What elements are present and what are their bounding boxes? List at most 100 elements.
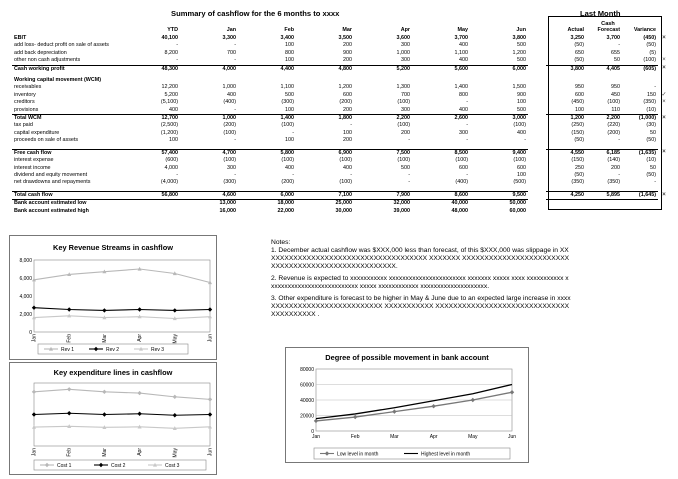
y-tick-label: 0 (311, 429, 314, 435)
cell-value: (1,200) (160, 129, 178, 136)
cell-value: 1,200 (338, 84, 353, 91)
cell-value: 56,800 (134, 190, 180, 201)
lm-cell-value: (100) (607, 99, 620, 106)
cell-value: 800 (459, 91, 468, 98)
cell-value (412, 77, 470, 84)
lm-col-header-variance: Variance (633, 27, 656, 34)
table-row: add back depreciation 8,200 700 800 900 1,000… (12, 50, 670, 57)
data-point (172, 394, 177, 400)
lm-cell-value (546, 200, 586, 208)
lm-cell-value: (1,000) (622, 114, 658, 123)
legend-label: Rev 1 (61, 347, 74, 353)
cell-value: 1,100 (280, 84, 295, 91)
x-tick-label: Mar (390, 434, 399, 440)
cell-value (354, 77, 412, 84)
cell-value: 100 (517, 171, 526, 178)
cell-value: (200) (223, 122, 236, 129)
col-header: Mar (342, 27, 352, 34)
cell-value: 5,200 (164, 91, 179, 98)
cell-value: 1,400 (238, 114, 296, 123)
cell-value: 200 (343, 57, 352, 64)
cell-value: 5,200 (354, 64, 412, 74)
cell-value: 1,000 (180, 114, 238, 123)
cell-value: 4,700 (180, 148, 238, 158)
legend-label: Rev 2 (106, 347, 119, 353)
cell-value: (100) (397, 157, 410, 164)
row-label: Cash working profit (12, 64, 134, 74)
data-point (208, 424, 212, 429)
y-tick-label: 20000 (300, 413, 314, 419)
cell-value: 400 (285, 164, 294, 171)
lm-col-header-actual: Actual (567, 27, 584, 34)
status-mark (658, 179, 670, 186)
revenue-chart: Key Revenue Streams in cashflow 0 2,000 4,… (19, 243, 214, 355)
cell-value: 500 (517, 42, 526, 49)
spacer (528, 137, 546, 144)
series-line (33, 315, 211, 320)
data-point (32, 424, 36, 429)
data-point (32, 277, 36, 282)
lm-cell-value: - (654, 84, 656, 91)
cell-value: 7,100 (296, 190, 354, 201)
data-point (172, 426, 177, 430)
lm-cell-value: 600 (575, 91, 584, 98)
legend-label: Cost 1 (57, 463, 72, 469)
data-point (102, 315, 107, 320)
cell-value: (100) (281, 122, 294, 129)
cell-value: 1,400 (454, 84, 469, 91)
cell-value: 8,600 (412, 190, 470, 201)
status-mark (658, 122, 670, 129)
row-label: Working capital movement (WCM) (14, 77, 102, 84)
chart-title: Key expenditure lines in cashflow (54, 368, 173, 377)
spacer (528, 84, 546, 91)
cell-value: 16,000 (219, 207, 237, 214)
data-point (353, 414, 358, 420)
table-row: interest income 4,000 300 400 400 500 600 600 25… (12, 165, 670, 172)
x-tick-label: Mar (102, 448, 108, 457)
cell-value: (2,500) (160, 122, 178, 129)
cell-value: 48,000 (451, 207, 469, 214)
status-mark (658, 137, 670, 144)
cell-value: 48,300 (134, 64, 180, 74)
status-mark (658, 77, 670, 84)
legend-box (37, 343, 189, 355)
cell-value: - (466, 137, 468, 144)
cell-value: 9,400 (470, 148, 528, 158)
data-point (208, 314, 212, 319)
data-point (102, 425, 107, 429)
table-row: Bank account estimated low 13,000 18,000 25… (12, 200, 670, 208)
lm-cell-value (586, 208, 622, 215)
status-mark: × (662, 57, 666, 64)
data-point (392, 409, 397, 414)
lm-cell-value: 655 (611, 49, 620, 56)
cell-value: 4,400 (238, 64, 296, 74)
cell-value: 100 (343, 129, 352, 136)
table-row: other non cash adjustments - - 100 200 300 400… (12, 57, 670, 65)
revenue-chart-panel: Key Revenue Streams in cashflow 0 2,000 4,… (9, 235, 217, 360)
x-tick-label: Jun (208, 448, 214, 456)
table-row: Working capital movement (WCM) (12, 77, 670, 84)
lm-cell-value: (50) (646, 171, 656, 178)
lm-cell-value: 450 (611, 91, 620, 98)
cell-value (134, 208, 180, 215)
cell-value: 300 (227, 164, 236, 171)
series-line (33, 412, 211, 416)
x-tick-label: Apr (137, 448, 143, 456)
last-month-box (548, 16, 662, 210)
data-point (102, 389, 107, 395)
x-tick-label: Apr (137, 334, 143, 342)
cell-value: (300) (223, 179, 236, 186)
data-point (207, 307, 213, 312)
cell-value: 18,000 (277, 200, 295, 207)
row-label: provisions (14, 106, 39, 113)
table-row: creditors (5,100) (400) (300) (200) (100) - 100… (12, 99, 670, 106)
lm-cell-value: (150) (571, 129, 584, 136)
cell-value: 200 (343, 137, 352, 144)
notes: Notes: 1. December actual cashflow was $… (271, 239, 571, 323)
cell-value: 600 (517, 164, 526, 171)
data-point (153, 462, 157, 467)
cell-value: 9,500 (470, 190, 528, 201)
lm-cell-value (546, 77, 586, 84)
spacer (528, 191, 546, 199)
status-mark (658, 84, 670, 91)
